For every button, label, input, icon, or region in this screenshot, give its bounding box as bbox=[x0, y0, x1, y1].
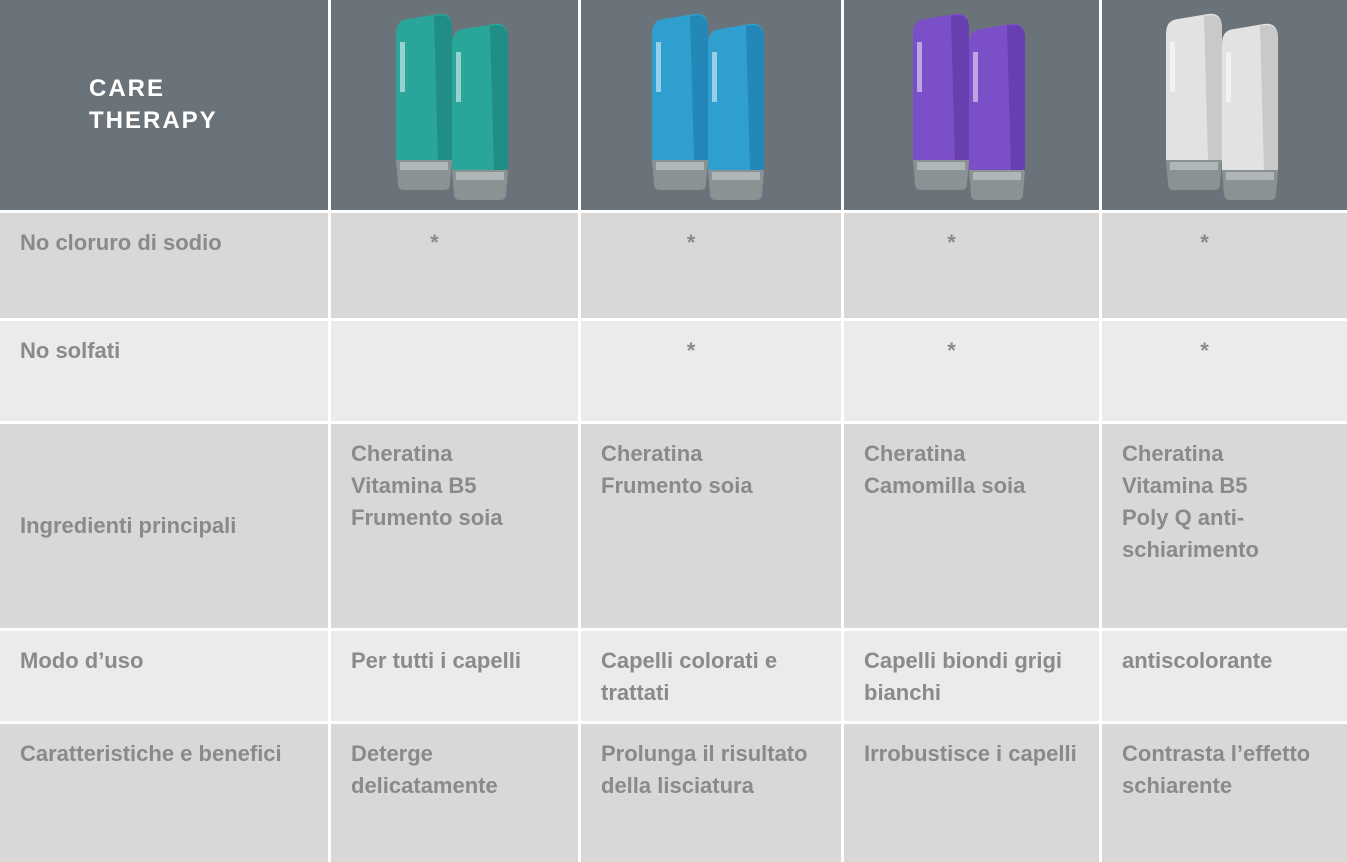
cell-text: Irrobustisce i capelli bbox=[864, 741, 1077, 766]
table-cell: * bbox=[1102, 321, 1347, 421]
row-label-text: Ingredienti principali bbox=[20, 513, 237, 538]
row-label-text: Caratteristiche e benefici bbox=[20, 741, 282, 766]
cell-line: Frumento soia bbox=[351, 505, 503, 530]
cell-line: Frumento soia bbox=[601, 473, 753, 498]
table-cell: * bbox=[1102, 213, 1347, 318]
cell-text: Contrasta l’effetto schiarente bbox=[1122, 741, 1311, 798]
table-cell: Cheratina Frumento soia bbox=[581, 424, 841, 628]
row-label-text: No cloruro di sodio bbox=[20, 230, 222, 255]
row-label: Modo d’uso bbox=[0, 631, 328, 721]
table-cell: Capelli colorati e trattati bbox=[581, 631, 841, 721]
check-mark: * bbox=[1200, 230, 1209, 255]
cell-text: antiscolorante bbox=[1122, 648, 1273, 673]
check-mark: * bbox=[1200, 338, 1209, 363]
cell-line: Cheratina bbox=[351, 441, 453, 466]
cell-line: Camomilla soia bbox=[864, 473, 1026, 498]
check-mark: * bbox=[686, 338, 696, 363]
cell-line: Cheratina bbox=[601, 441, 703, 466]
product-image-cell bbox=[1102, 0, 1347, 210]
cell-line: Vitamina B5 bbox=[1122, 473, 1248, 498]
check-mark: * bbox=[686, 230, 696, 255]
header-title-cell: CARE THERAPY bbox=[0, 0, 328, 210]
table-cell: * bbox=[331, 213, 578, 318]
table-cell: * bbox=[844, 321, 1099, 421]
product-bottles bbox=[652, 13, 764, 200]
product-bottles bbox=[912, 13, 1025, 200]
table-cell: Contrasta l’effetto schiarente bbox=[1102, 724, 1347, 862]
cell-line: Cheratina bbox=[864, 441, 966, 466]
table-cell: Deterge delicatamente bbox=[331, 724, 578, 862]
cell-text: Capelli colorati e trattati bbox=[601, 648, 778, 705]
table-cell: * bbox=[581, 213, 841, 318]
table-cell: Capelli biondi grigi bianchi bbox=[844, 631, 1099, 721]
table-cell: Irrobustisce i capelli bbox=[844, 724, 1099, 862]
cell-text: Prolunga il risultato della lisciatura bbox=[601, 741, 808, 798]
table-cell: * bbox=[581, 321, 841, 421]
cell-line: Cheratina bbox=[1122, 441, 1224, 466]
table-cell: * bbox=[844, 213, 1099, 318]
row-label: Ingredienti principali bbox=[0, 424, 328, 628]
table-cell: Cheratina Vitamina B5 Poly Q anti-schiarim… bbox=[1102, 424, 1347, 628]
product-image-cell bbox=[581, 0, 841, 210]
table-cell: antiscolorante bbox=[1102, 631, 1347, 721]
check-mark: * bbox=[947, 230, 956, 255]
cell-text: Deterge delicatamente bbox=[351, 741, 498, 798]
product-image-cell bbox=[331, 0, 578, 210]
table-cell: Cheratina Vitamina B5 Frumento soia bbox=[331, 424, 578, 628]
row-label: Caratteristiche e benefici bbox=[0, 724, 328, 862]
table-cell: Cheratina Camomilla soia bbox=[844, 424, 1099, 628]
table-cell bbox=[331, 321, 578, 421]
table-cell: Prolunga il risultato della lisciatura bbox=[581, 724, 841, 862]
cell-line: Poly Q anti-schiarimento bbox=[1122, 505, 1259, 562]
product-bottles bbox=[395, 13, 508, 200]
product-bottles bbox=[1165, 13, 1278, 200]
cell-text: Per tutti i capelli bbox=[351, 648, 521, 673]
cell-text: Capelli biondi grigi bianchi bbox=[864, 648, 1062, 705]
cell-line: Vitamina B5 bbox=[351, 473, 477, 498]
check-mark: * bbox=[947, 338, 956, 363]
check-mark: * bbox=[430, 230, 439, 255]
row-label-text: No solfati bbox=[20, 338, 121, 363]
row-label: No solfati bbox=[0, 321, 328, 421]
product-image-cell bbox=[844, 0, 1099, 210]
table-cell: Per tutti i capelli bbox=[331, 631, 578, 721]
row-label-text: Modo d’uso bbox=[20, 648, 144, 673]
header-title: CARE THERAPY bbox=[89, 75, 218, 134]
row-label: No cloruro di sodio bbox=[0, 213, 328, 318]
